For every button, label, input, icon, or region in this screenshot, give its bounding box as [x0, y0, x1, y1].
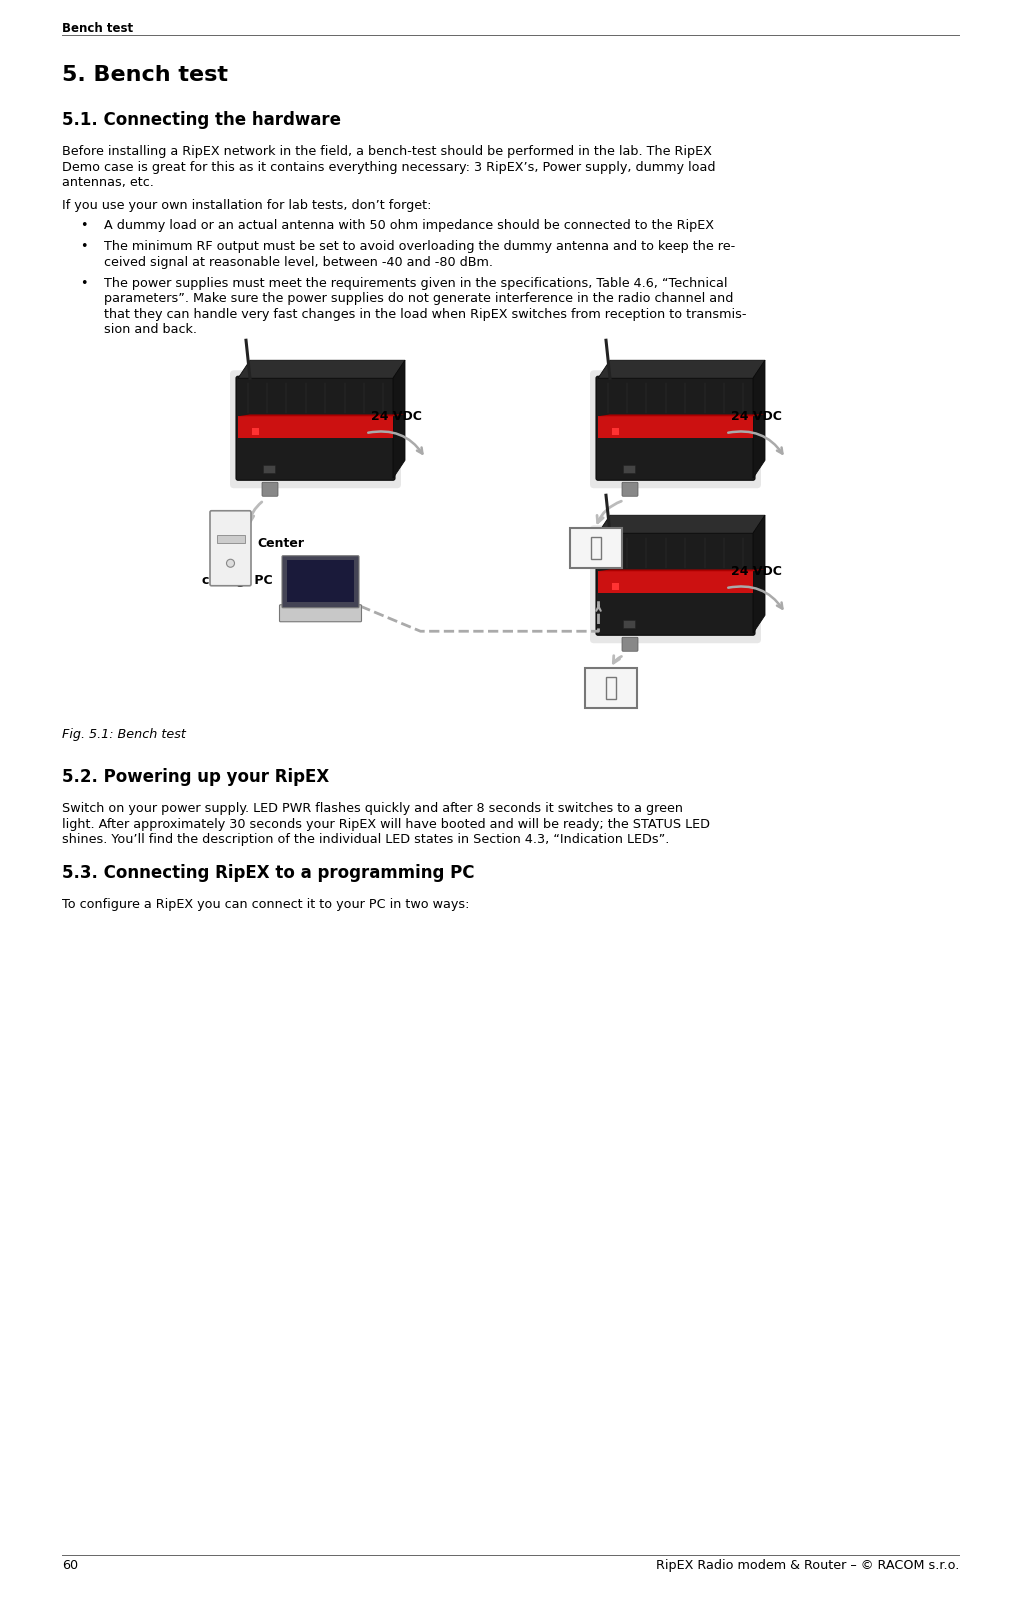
Text: 5.2. Powering up your RipEX: 5.2. Powering up your RipEX	[62, 768, 329, 787]
Text: Before installing a RipEX network in the field, a bench-test should be performed: Before installing a RipEX network in the…	[62, 146, 712, 158]
Polygon shape	[598, 414, 765, 416]
Text: ceived signal at reasonable level, between -40 and -80 dBm.: ceived signal at reasonable level, betwe…	[104, 256, 493, 269]
Text: To configure a RipEX you can connect it to your PC in two ways:: To configure a RipEX you can connect it …	[62, 899, 470, 911]
Text: RTU: RTU	[582, 542, 610, 555]
Text: •: •	[80, 219, 88, 232]
Bar	[598, 416, 753, 438]
Text: antennas, etc.: antennas, etc.	[62, 176, 154, 189]
Text: 24 VDC: 24 VDC	[730, 411, 781, 424]
Polygon shape	[753, 515, 765, 633]
Text: parameters”. Make sure the power supplies do not generate interference in the ra: parameters”. Make sure the power supplie…	[104, 293, 733, 305]
Text: Switch on your power supply. LED PWR flashes quickly and after 8 seconds it swit: Switch on your power supply. LED PWR fla…	[62, 803, 683, 815]
Text: Bench test: Bench test	[62, 22, 133, 35]
Text: Center: Center	[257, 537, 304, 550]
Bar	[598, 571, 753, 593]
Text: 24 VDC: 24 VDC	[730, 566, 781, 579]
Text: sion and back.: sion and back.	[104, 323, 197, 336]
FancyBboxPatch shape	[280, 604, 361, 622]
Text: A dummy load or an actual antenna with 50 ohm impedance should be connected to t: A dummy load or an actual antenna with 5…	[104, 219, 714, 232]
Text: RTU: RTU	[596, 681, 625, 694]
Text: 5.1. Connecting the hardware: 5.1. Connecting the hardware	[62, 110, 341, 130]
Text: 5.3. Connecting RipEX to a programming PC: 5.3. Connecting RipEX to a programming P…	[62, 863, 475, 883]
FancyBboxPatch shape	[596, 376, 755, 480]
FancyBboxPatch shape	[622, 638, 638, 651]
Text: shines. You’ll find the description of the individual LED states in Section 4.3,: shines. You’ll find the description of t…	[62, 833, 670, 846]
FancyBboxPatch shape	[230, 371, 401, 488]
FancyBboxPatch shape	[622, 483, 638, 496]
FancyBboxPatch shape	[590, 524, 761, 643]
Bar	[612, 584, 619, 590]
Text: •: •	[80, 277, 88, 289]
Bar	[623, 465, 635, 473]
FancyBboxPatch shape	[282, 556, 359, 608]
Text: config. PC: config. PC	[202, 574, 273, 587]
Polygon shape	[598, 515, 765, 532]
Bar	[216, 536, 244, 544]
Text: Fig. 5.1: Bench test: Fig. 5.1: Bench test	[62, 728, 186, 742]
Bar	[238, 416, 393, 438]
Polygon shape	[238, 360, 405, 379]
Text: Demo case is great for this as it contains everything necessary: 3 RipEX’s, Powe: Demo case is great for this as it contai…	[62, 160, 716, 174]
Polygon shape	[238, 414, 405, 416]
FancyBboxPatch shape	[590, 537, 600, 560]
Circle shape	[227, 560, 235, 568]
Bar	[623, 620, 635, 628]
Text: If you use your own installation for lab tests, don’t forget:: If you use your own installation for lab…	[62, 200, 432, 213]
Text: 5. Bench test: 5. Bench test	[62, 66, 228, 85]
FancyBboxPatch shape	[570, 528, 622, 568]
Text: 24 VDC: 24 VDC	[371, 411, 422, 424]
Polygon shape	[753, 360, 765, 478]
FancyBboxPatch shape	[590, 371, 761, 488]
Bar	[287, 560, 354, 601]
FancyBboxPatch shape	[210, 510, 251, 585]
Text: light. After approximately 30 seconds your RipEX will have booted and will be re: light. After approximately 30 seconds yo…	[62, 817, 710, 831]
Text: 60: 60	[62, 1559, 79, 1572]
Polygon shape	[598, 360, 765, 379]
FancyBboxPatch shape	[584, 668, 636, 708]
Text: The power supplies must meet the requirements given in the specifications, Table: The power supplies must meet the require…	[104, 277, 728, 289]
Polygon shape	[598, 569, 765, 571]
Bar	[252, 429, 259, 435]
Text: •: •	[80, 240, 88, 253]
FancyBboxPatch shape	[236, 376, 395, 480]
Text: The minimum RF output must be set to avoid overloading the dummy antenna and to : The minimum RF output must be set to avo…	[104, 240, 735, 253]
Text: RipEX Radio modem & Router – © RACOM s.r.o.: RipEX Radio modem & Router – © RACOM s.r…	[655, 1559, 959, 1572]
Bar	[263, 465, 275, 473]
FancyBboxPatch shape	[596, 531, 755, 635]
FancyBboxPatch shape	[262, 483, 278, 496]
Polygon shape	[393, 360, 405, 478]
Bar	[612, 429, 619, 435]
FancyBboxPatch shape	[605, 678, 616, 699]
Text: that they can handle very fast changes in the load when RipEX switches from rece: that they can handle very fast changes i…	[104, 307, 746, 321]
